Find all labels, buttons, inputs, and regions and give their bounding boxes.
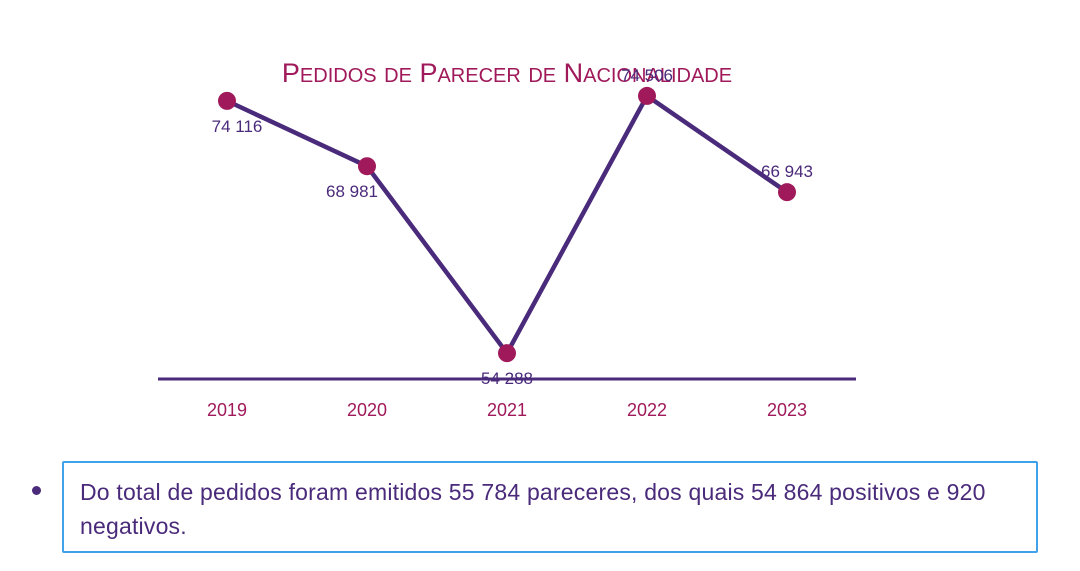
- data-label-2022: 74 506: [621, 66, 673, 85]
- bullet-icon: [32, 486, 41, 495]
- data-label-2021: 54 288: [481, 369, 533, 388]
- x-axis-ticks: 2019 2020 2021 2022 2023: [207, 400, 807, 420]
- chart-title: PEDIDOS DE PARECER DE NACIONALIDADE: [282, 58, 732, 88]
- data-point-2021: [498, 344, 516, 363]
- data-point-2022: [638, 86, 656, 105]
- tick-label-2023: 2023: [767, 400, 807, 420]
- note-box: Do total de pedidos foram emitidos 55 78…: [62, 461, 1038, 553]
- note-text: Do total de pedidos foram emitidos 55 78…: [80, 479, 986, 539]
- series-line: [226, 93, 789, 356]
- tick-label-2019: 2019: [207, 400, 247, 420]
- data-label-2023: 66 943: [761, 162, 813, 181]
- tick-label-2022: 2022: [627, 400, 667, 420]
- tick-label-2020: 2020: [347, 400, 387, 420]
- series-layer: 74 116 68 981 54 288 74 506 66 943: [212, 66, 813, 388]
- data-point-2023: [778, 183, 796, 202]
- data-point-2020: [358, 157, 376, 176]
- data-label-2020: 68 981: [326, 182, 378, 201]
- data-label-2019: 74 116: [212, 117, 263, 136]
- line-chart: PEDIDOS DE PARECER DE NACIONALIDADE 74 1…: [158, 58, 856, 420]
- data-point-2019: [218, 91, 236, 110]
- tick-label-2021: 2021: [487, 400, 527, 420]
